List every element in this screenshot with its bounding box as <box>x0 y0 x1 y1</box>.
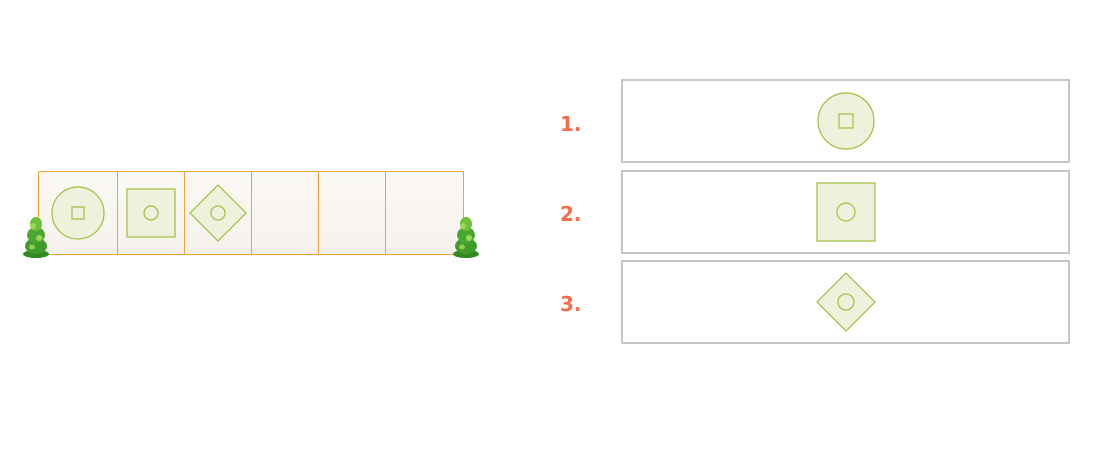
bush-icon <box>453 217 479 258</box>
circle-with-square-shape <box>51 186 105 240</box>
pattern-strip <box>38 171 464 255</box>
bush-icon <box>23 217 49 258</box>
option-1[interactable] <box>621 79 1070 163</box>
sequence-cell-1[interactable] <box>39 172 118 254</box>
circle-with-square-shape <box>816 92 875 150</box>
sequence-cell-2[interactable] <box>118 172 185 254</box>
sequence-cell-empty[interactable] <box>252 172 319 254</box>
diamond-with-circle-shape <box>815 272 876 332</box>
sequence-cell-empty[interactable] <box>319 172 386 254</box>
sequence-cell-3[interactable] <box>185 172 252 254</box>
option-3[interactable] <box>621 260 1070 344</box>
option-2[interactable] <box>621 170 1070 254</box>
option-number-3: 3. <box>560 292 582 316</box>
diamond-with-circle-shape <box>189 184 247 242</box>
option-number-2: 2. <box>560 202 582 226</box>
option-number-1: 1. <box>560 112 582 136</box>
square-with-circle-shape <box>126 188 176 238</box>
square-with-circle-shape <box>815 182 876 242</box>
